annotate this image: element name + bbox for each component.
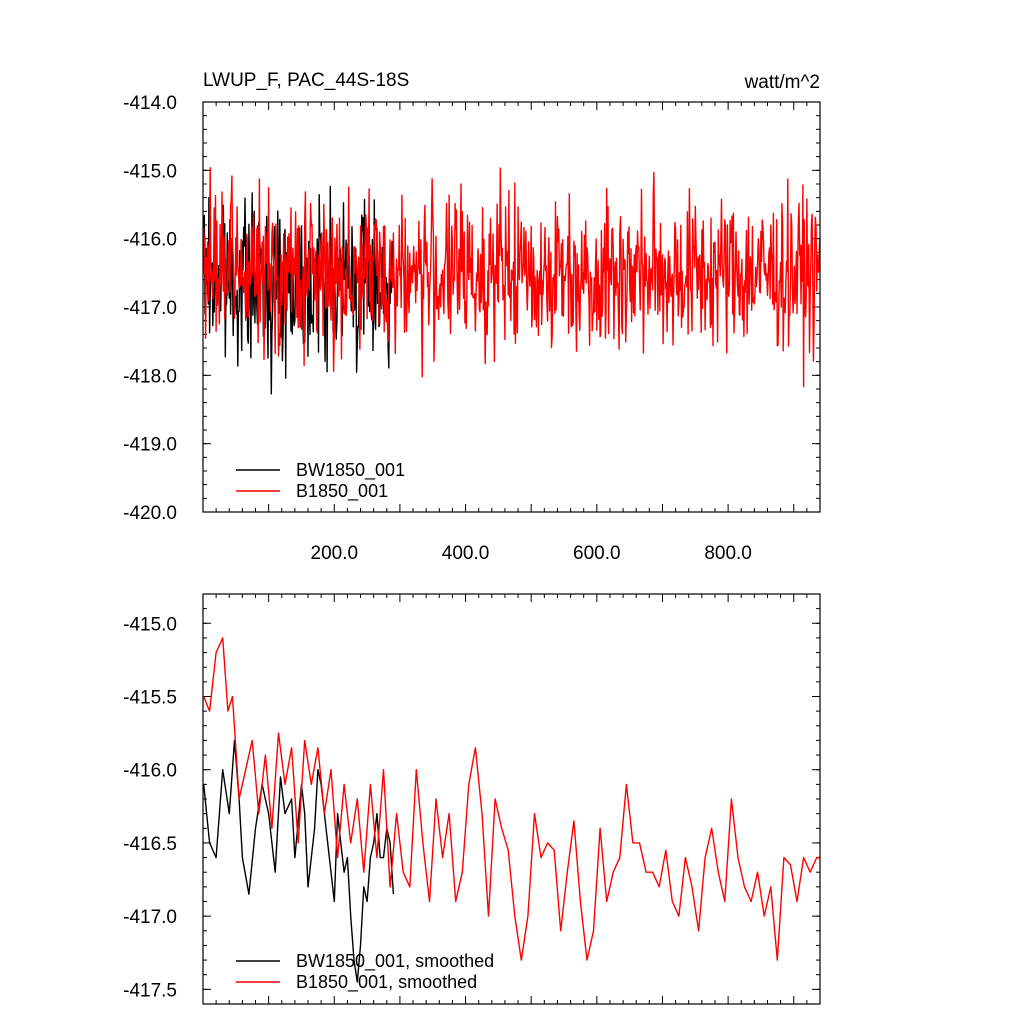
bottom-legend: BW1850_001, smoothed B1850_001, smoothed <box>236 951 494 993</box>
series-line-b1850-001-smoothed <box>203 637 820 961</box>
y-tick-label: -419.0 <box>123 435 177 456</box>
top-plot-frame <box>202 101 821 513</box>
y-tick-label: -417.0 <box>123 907 177 928</box>
panel-bottom: -415.0 -415.5 -416.0 -416.5 -417.0 -417.5 BW1… <box>123 593 821 1005</box>
top-series-group <box>203 167 821 395</box>
y-tick-label: -415.0 <box>123 161 177 182</box>
series-line-b1850-001 <box>203 167 821 388</box>
units-label: watt/m^2 <box>744 72 820 93</box>
y-tick-label: -415.0 <box>123 614 177 635</box>
x-tick-label: 800.0 <box>704 543 752 564</box>
y-tick-label: -417.0 <box>123 298 177 319</box>
bottom-plot-frame <box>202 593 821 1005</box>
legend-label-b1850-smoothed: B1850_001, smoothed <box>296 972 477 993</box>
y-tick-label: -416.0 <box>123 230 177 251</box>
legend-label-b1850: B1850_001 <box>296 481 388 502</box>
x-tick-label: 200.0 <box>311 543 359 564</box>
y-tick-label: -416.5 <box>123 834 177 855</box>
x-tick-label: 400.0 <box>442 543 490 564</box>
series-line-bw1850-001-smoothed <box>203 739 395 983</box>
y-tick-label: -416.0 <box>123 761 177 782</box>
top-axis-ticks: -414.0 -415.0 -416.0 -417.0 -418.0 -419.0 -420… <box>123 93 821 564</box>
legend-label-bw1850: BW1850_001 <box>296 460 405 481</box>
y-tick-label: -415.5 <box>123 688 177 709</box>
bottom-series-group <box>203 637 820 983</box>
y-tick-label: -417.5 <box>123 980 177 1001</box>
y-tick-label: -418.0 <box>123 366 177 387</box>
panel-top: LWUP_F, PAC_44S-18S watt/m^2 -414.0 -415.… <box>123 70 821 564</box>
y-tick-label: -414.0 <box>123 93 177 114</box>
legend-label-bw1850-smoothed: BW1850_001, smoothed <box>296 951 494 972</box>
top-legend: BW1850_001 B1850_001 <box>236 460 405 502</box>
chart-title: LWUP_F, PAC_44S-18S <box>203 70 409 91</box>
bottom-axis-ticks: -415.0 -415.5 -416.0 -416.5 -417.0 -417.5 <box>123 593 821 1005</box>
y-tick-label: -420.0 <box>123 503 177 524</box>
x-tick-label: 600.0 <box>573 543 621 564</box>
